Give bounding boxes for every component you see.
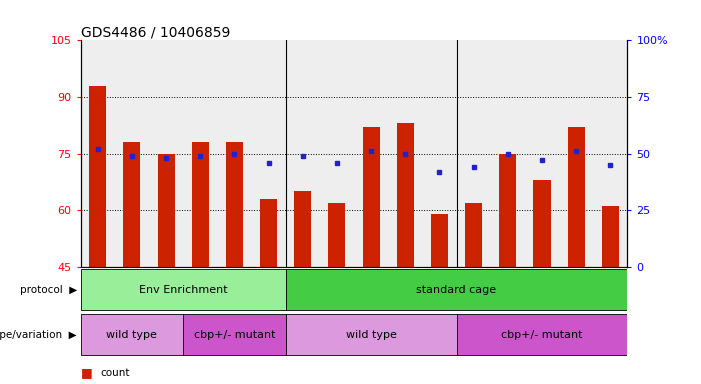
Text: cbp+/- mutant: cbp+/- mutant (193, 330, 275, 340)
Bar (286, 269, 627, 310)
Text: protocol  ▶: protocol ▶ (20, 285, 77, 295)
Text: genotype/variation  ▶: genotype/variation ▶ (0, 330, 77, 340)
Bar (89, 86, 107, 267)
Text: Env Enrichment: Env Enrichment (139, 285, 227, 295)
Bar (397, 123, 414, 267)
Text: ■: ■ (81, 366, 93, 379)
Bar (601, 207, 619, 267)
Bar (294, 191, 311, 267)
Bar (183, 314, 286, 355)
Text: standard cage: standard cage (416, 285, 496, 295)
Bar (362, 127, 380, 267)
Text: cbp+/- mutant: cbp+/- mutant (501, 330, 583, 340)
Text: wild type: wild type (107, 330, 157, 340)
Text: wild type: wild type (346, 330, 397, 340)
Bar (191, 142, 209, 267)
Bar (226, 142, 243, 267)
Bar (499, 154, 517, 267)
Bar (81, 314, 183, 355)
Text: count: count (100, 368, 130, 378)
Bar (456, 314, 627, 355)
Bar (260, 199, 277, 267)
Bar (81, 269, 286, 310)
Bar (123, 142, 140, 267)
Bar (568, 127, 585, 267)
Bar (286, 314, 456, 355)
Bar (158, 154, 175, 267)
Bar (533, 180, 550, 267)
Text: GDS4486 / 10406859: GDS4486 / 10406859 (81, 25, 230, 39)
Bar (431, 214, 448, 267)
Bar (465, 203, 482, 267)
Bar (328, 203, 346, 267)
